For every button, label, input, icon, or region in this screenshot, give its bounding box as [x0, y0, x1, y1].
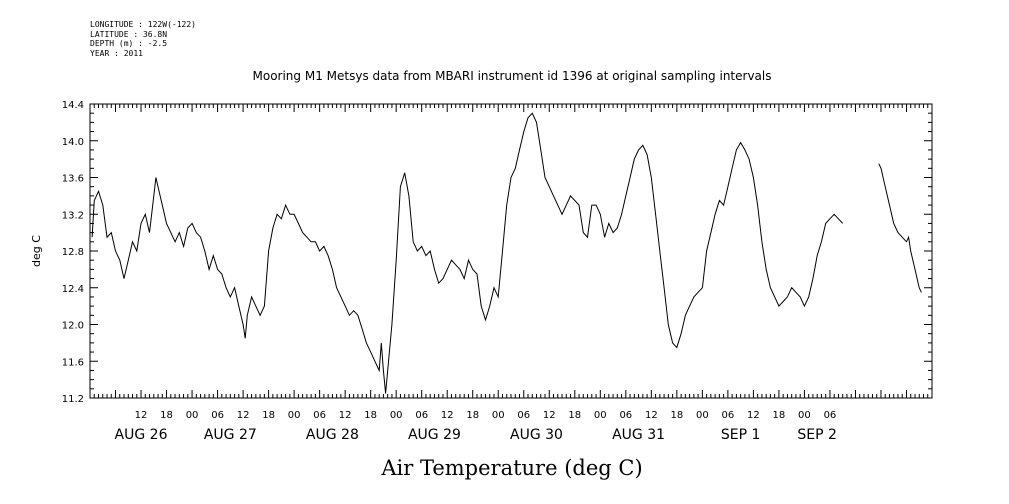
- day-label: AUG 31: [612, 427, 665, 443]
- day-label: SEP 1: [721, 427, 761, 443]
- x-tick-label: 12: [441, 410, 454, 421]
- day-label: AUG 28: [306, 427, 359, 443]
- x-tick-label: 18: [364, 410, 377, 421]
- x-tick-label: 06: [211, 410, 224, 421]
- x-tick-label: 00: [696, 410, 709, 421]
- x-tick-label: 12: [339, 410, 352, 421]
- y-tick-label: 13.2: [62, 210, 84, 221]
- longitude-text: LONGITUDE : 122W(-122): [90, 20, 196, 29]
- plot-frame: [89, 103, 933, 399]
- x-tick-label: 18: [262, 410, 275, 421]
- x-tick-label: 00: [798, 410, 811, 421]
- x-tick-label: 00: [288, 410, 301, 421]
- x-tick-label: 00: [390, 410, 403, 421]
- y-tick-label: 14.0: [62, 137, 84, 148]
- x-tick-label: 06: [824, 410, 837, 421]
- x-tick-label: 00: [594, 410, 607, 421]
- series-line: [878, 163, 922, 293]
- x-tick-label: 18: [466, 410, 479, 421]
- y-tick-label: 14.4: [62, 100, 84, 111]
- x-tick-label: 18: [670, 410, 683, 421]
- x-tick-label: 18: [160, 410, 173, 421]
- x-tick-label: 18: [773, 410, 786, 421]
- day-label: SEP 2: [797, 427, 837, 443]
- day-label: AUG 26: [115, 427, 168, 443]
- x-tick-label: 06: [313, 410, 326, 421]
- x-tick-label: 06: [722, 410, 735, 421]
- location-metadata: LONGITUDE : 122W(-122) LATITUDE : 36.8N …: [90, 20, 196, 58]
- y-tick-label: 12.8: [62, 247, 84, 258]
- x-tick-label: 12: [747, 410, 760, 421]
- day-label: AUG 30: [510, 427, 563, 443]
- y-tick-label: 13.6: [62, 174, 84, 185]
- x-tick-label: 12: [543, 410, 556, 421]
- latitude-text: LATITUDE : 36.8N: [90, 29, 168, 39]
- x-tick-label: 06: [415, 410, 428, 421]
- x-tick-label: 12: [645, 410, 658, 421]
- series-line: [91, 112, 844, 394]
- y-tick-label: 11.2: [62, 394, 84, 405]
- day-label: AUG 29: [408, 427, 461, 443]
- x-tick-label: 00: [492, 410, 505, 421]
- day-label: AUG 27: [204, 427, 257, 443]
- x-tick-label: 00: [186, 410, 199, 421]
- y-tick-label: 11.6: [62, 357, 84, 368]
- x-tick-label: 06: [619, 410, 632, 421]
- x-tick-label: 12: [135, 410, 148, 421]
- x-tick-label: 12: [237, 410, 250, 421]
- y-axis-label: deg C: [30, 235, 43, 267]
- y-tick-label: 12.0: [62, 321, 84, 332]
- y-tick-label: 12.4: [62, 284, 84, 295]
- x-tick-label: 18: [568, 410, 581, 421]
- year-text: YEAR : 2011: [90, 48, 143, 58]
- x-axis-label: Air Temperature (deg C): [380, 456, 642, 480]
- depth-text: DEPTH (m) : -2.5: [90, 39, 168, 48]
- x-tick-label: 06: [517, 410, 530, 421]
- x-axis: 12 18 00 06 12 18 00 06 12 18 00 06 12 18 00 06 12 18 00 06…: [89, 104, 933, 443]
- chart-title: Mooring M1 Metsys data from MBARI instru…: [253, 69, 772, 83]
- y-axis: 11.2 11.6 12.0 12.4 12.8 13.2 13.6 14.0 14.4: [62, 100, 932, 405]
- series-group: [91, 112, 922, 394]
